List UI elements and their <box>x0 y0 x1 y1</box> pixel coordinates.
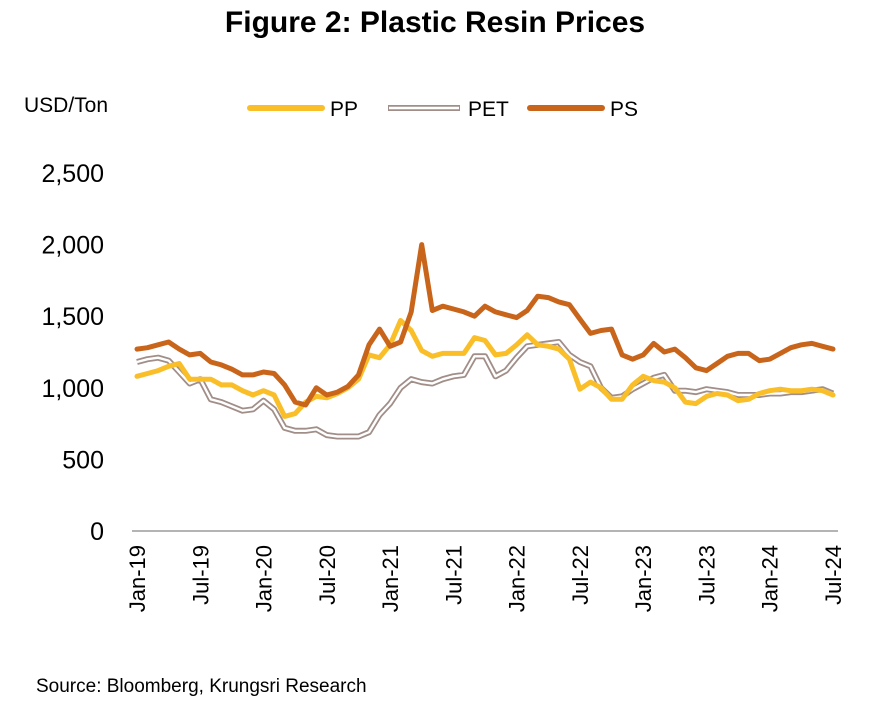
x-tick-label: Jan-19 <box>125 545 150 612</box>
series-pp <box>134 318 836 419</box>
legend-item-pp: PP <box>247 98 358 121</box>
y-tick-label: 1,500 <box>41 303 104 331</box>
legend: PP PET PS <box>247 98 638 121</box>
series-line <box>134 318 836 419</box>
y-tick-label: 2,000 <box>41 232 104 260</box>
x-tick-label: Jul-20 <box>315 545 340 605</box>
x-tick-label: Jan-21 <box>378 545 403 612</box>
source-note: Source: Bloomberg, Krungsri Research <box>36 676 367 697</box>
x-tick-label: Jan-22 <box>505 545 530 612</box>
x-tick-label: Jul-23 <box>694 545 719 605</box>
series-pet <box>136 339 835 440</box>
x-tick-label: Jul-22 <box>568 545 593 605</box>
legend-label: PS <box>610 98 638 121</box>
y-axis-unit-label: USD/Ton <box>24 94 109 117</box>
x-tick-label: Jan-23 <box>631 545 656 612</box>
series-line <box>134 242 836 408</box>
y-axis: 0 500 1,000 1,500 2,000 2,500 <box>41 160 104 546</box>
legend-item-ps: PS <box>527 98 638 121</box>
x-tick-label: Jul-24 <box>821 545 846 605</box>
y-tick-label: 500 <box>62 446 104 474</box>
y-tick-label: 1,000 <box>41 375 104 403</box>
x-tick-label: Jan-20 <box>252 545 277 612</box>
legend-item-pet: PET <box>388 98 509 121</box>
series-ps <box>134 242 836 408</box>
y-tick-label: 0 <box>90 518 104 546</box>
x-tick-label: Jul-21 <box>441 545 466 605</box>
x-tick-label: Jan-24 <box>758 545 783 612</box>
x-tick-label: Jul-19 <box>188 545 213 605</box>
series-line-inner <box>136 340 834 438</box>
chart-title: Figure 2: Plastic Resin Prices <box>224 6 646 39</box>
legend-label: PP <box>330 98 358 121</box>
y-tick-label: 2,500 <box>41 160 104 188</box>
plot-area <box>134 242 836 440</box>
legend-label: PET <box>468 98 509 121</box>
x-axis: Jan-19 Jul-19 Jan-20 Jul-20 Jan-21 Jul-21 Jan-… <box>125 530 846 612</box>
